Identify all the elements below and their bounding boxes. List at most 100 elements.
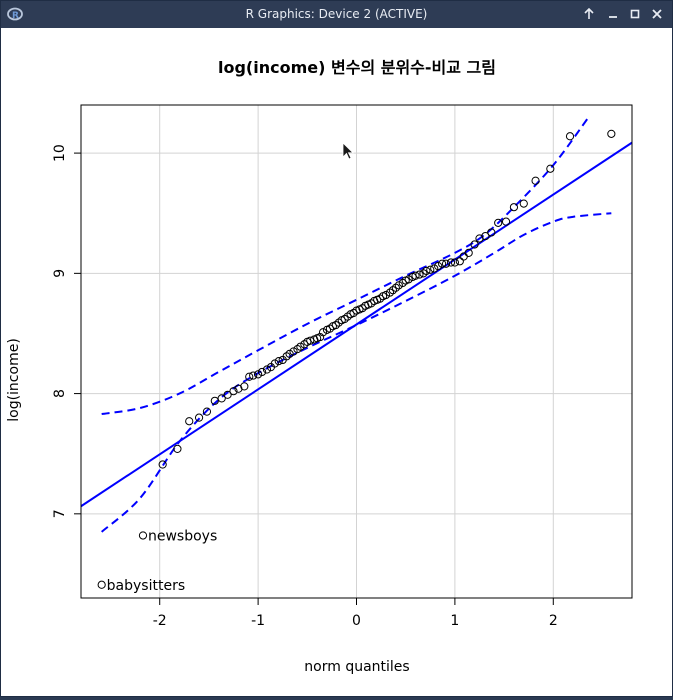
x-tick-label: -2 — [153, 613, 167, 629]
data-point — [565, 132, 575, 141]
maximize-up-arrow-icon — [584, 8, 594, 19]
data-point — [194, 413, 204, 422]
data-point — [229, 387, 238, 396]
data-point — [173, 444, 182, 453]
x-tick-label: -1 — [251, 613, 265, 629]
data-point — [501, 217, 511, 226]
y-axis-label: log(income) — [6, 338, 22, 422]
close-icon — [652, 9, 662, 19]
data-point — [240, 382, 249, 391]
reference-lines — [81, 116, 632, 533]
data-point — [388, 286, 398, 295]
data-point — [257, 367, 267, 377]
y-tick-label: 10 — [52, 144, 68, 162]
y-tick-label: 9 — [52, 269, 68, 278]
data-point — [340, 314, 349, 324]
data-point — [415, 270, 424, 279]
data-point — [282, 352, 291, 361]
plot-area: log(income) 변수의 분위수-비교 그림 norm quantiles… — [1, 28, 672, 696]
x-axis-label: norm quantiles — [304, 659, 409, 675]
data-point — [367, 299, 376, 308]
mouse-cursor-icon — [342, 142, 354, 160]
plot-frame — [80, 104, 633, 599]
data-point — [455, 257, 464, 266]
data-point — [470, 240, 479, 249]
data-point — [411, 271, 420, 280]
data-point — [434, 262, 443, 271]
svg-text:R: R — [12, 11, 19, 21]
data-point — [419, 269, 428, 278]
data-point — [394, 281, 403, 290]
data-point — [223, 390, 232, 399]
lower-confidence-envelope — [101, 212, 612, 533]
data-points: babysitters newsboys — [97, 129, 616, 594]
x-tick-label: 1 — [450, 613, 459, 629]
data-point — [438, 259, 447, 268]
data-point — [331, 320, 340, 330]
data-point — [217, 394, 226, 403]
data-point — [546, 164, 555, 173]
data-point — [358, 304, 367, 313]
upper-confidence-envelope — [101, 116, 590, 416]
data-point — [494, 218, 503, 227]
data-point — [509, 203, 519, 212]
data-point — [249, 371, 258, 380]
data-point — [334, 318, 343, 327]
data-point — [296, 342, 305, 351]
data-point — [325, 324, 335, 333]
data-point — [376, 294, 385, 303]
point-label: babysitters — [107, 578, 185, 594]
data-point — [607, 129, 616, 138]
data-point — [381, 290, 391, 300]
x-tick-label: 2 — [549, 613, 558, 629]
data-point — [426, 265, 435, 274]
data-point — [262, 365, 272, 374]
y-tick-label: 7 — [52, 509, 68, 518]
minimize-icon — [609, 16, 617, 18]
point-label: newsboys — [148, 528, 217, 544]
data-point — [531, 176, 540, 185]
data-point — [481, 231, 490, 241]
data-point — [300, 340, 309, 349]
minimize-button[interactable] — [604, 5, 622, 23]
data-point — [441, 259, 451, 268]
data-point — [270, 359, 279, 368]
close-button[interactable] — [648, 5, 666, 23]
data-point — [185, 417, 194, 426]
data-point — [450, 258, 459, 267]
data-point — [391, 283, 400, 292]
data-point — [422, 266, 431, 276]
data-point — [519, 199, 528, 208]
data-point — [138, 531, 148, 540]
window-titlebar[interactable]: R R Graphics: Device 2 (ACTIVE) — [1, 1, 672, 28]
data-point — [245, 372, 254, 381]
data-point — [274, 357, 283, 366]
restore-button[interactable] — [626, 5, 644, 23]
chart-title: log(income) 변수의 분위수-비교 그림 — [218, 58, 496, 77]
data-point — [398, 278, 407, 288]
data-point — [285, 349, 294, 359]
restore-icon — [630, 9, 640, 19]
data-point — [404, 275, 413, 284]
x-tick-label: 0 — [352, 613, 361, 629]
data-point — [349, 308, 358, 318]
data-point — [293, 344, 302, 354]
data-point — [487, 228, 496, 237]
qq-plot: log(income) 변수의 분위수-비교 그림 norm quantiles… — [6, 58, 633, 675]
data-point — [158, 460, 167, 469]
fit-line — [81, 141, 632, 508]
data-point — [385, 288, 395, 297]
y-tick-label: 8 — [52, 389, 68, 398]
data-point — [446, 258, 456, 267]
data-point — [254, 370, 263, 379]
grid-lines — [81, 105, 632, 598]
window-title: R Graphics: Device 2 (ACTIVE) — [245, 7, 428, 21]
data-point — [464, 248, 473, 257]
data-point — [430, 264, 439, 273]
r-logo-icon: R — [7, 7, 23, 21]
data-point — [202, 407, 212, 416]
data-point — [97, 580, 106, 589]
keep-above-button[interactable] — [580, 5, 598, 23]
data-point — [318, 328, 328, 337]
